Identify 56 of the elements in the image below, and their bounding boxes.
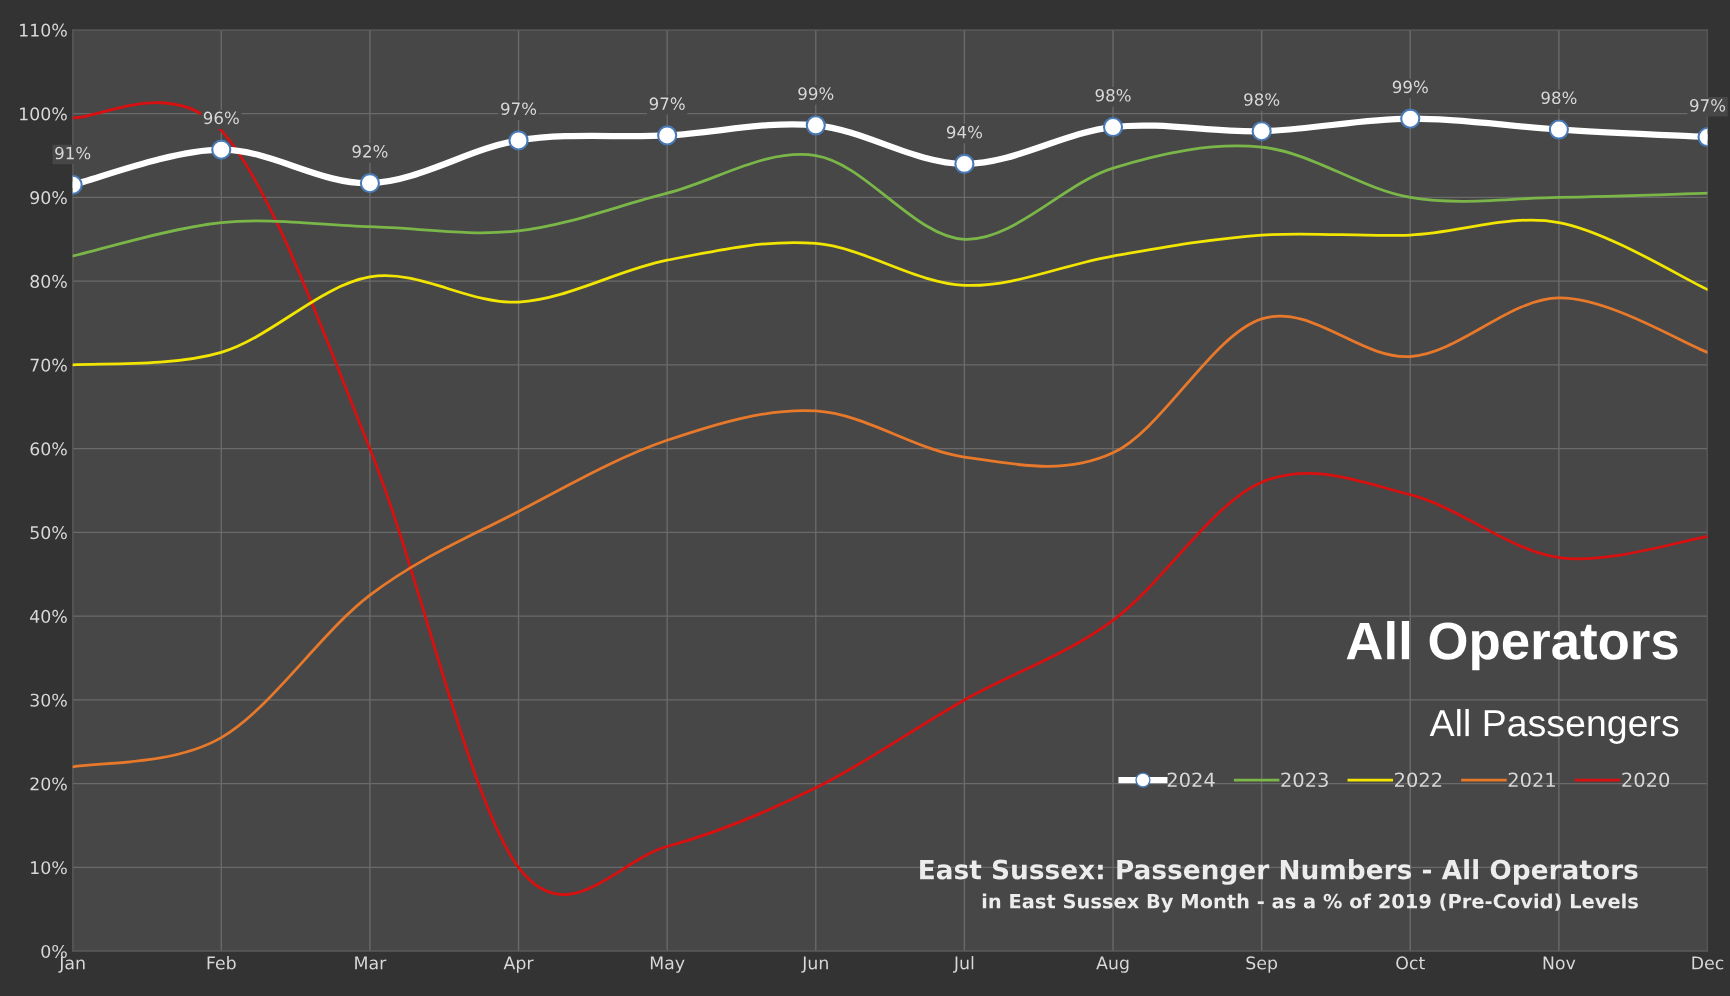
legend-label: 2023 bbox=[1281, 772, 1328, 788]
y-tick-label: 90% bbox=[30, 191, 67, 205]
y-tick-label: 80% bbox=[30, 274, 67, 288]
legend-label: 2024 bbox=[1167, 772, 1215, 788]
data-label: 99% bbox=[798, 87, 834, 100]
point bbox=[657, 125, 678, 146]
x-tick-label: May bbox=[650, 956, 685, 973]
y-tick-label: 100% bbox=[20, 107, 67, 121]
point bbox=[359, 173, 380, 194]
y-tick-label: 70% bbox=[30, 358, 67, 372]
y-tick-label: 40% bbox=[30, 609, 67, 623]
data-label: 97% bbox=[501, 102, 537, 115]
x-tick-label: Aug bbox=[1096, 956, 1129, 973]
y-tick-label: 50% bbox=[30, 526, 67, 540]
data-label: 94% bbox=[946, 125, 982, 139]
legend-label: 2020 bbox=[1622, 772, 1670, 788]
y-tick-label: 110% bbox=[20, 23, 67, 37]
annotation: East Sussex: Passenger Numbers - All Operators bbox=[920, 859, 1638, 885]
data-label: 91% bbox=[55, 146, 91, 160]
x-tick-label: Jan bbox=[58, 956, 85, 973]
y-tick-label: 0% bbox=[41, 944, 67, 959]
point bbox=[508, 130, 529, 151]
line-series bbox=[72, 296, 1708, 769]
data-label: 97% bbox=[1690, 99, 1726, 112]
data-label: 98% bbox=[1244, 93, 1280, 106]
x-tick-label: Sep bbox=[1246, 956, 1278, 973]
legend-label: 2021 bbox=[1508, 772, 1555, 788]
data-label: 92% bbox=[352, 145, 388, 158]
data-label: 98% bbox=[1541, 91, 1577, 105]
x-tick-label: Apr bbox=[503, 956, 534, 973]
point bbox=[1102, 116, 1124, 138]
point bbox=[1548, 119, 1569, 140]
y-tick-label: 60% bbox=[30, 442, 67, 456]
x-tick-label: Mar bbox=[355, 956, 387, 970]
y-tick-label: 20% bbox=[30, 777, 67, 791]
legend-label: 2022 bbox=[1395, 772, 1442, 788]
point bbox=[1400, 108, 1421, 129]
text: All Operators bbox=[1346, 620, 1678, 671]
annotation: in East Sussex By Month - as a % of 2019 (Pre-Covid) Levels bbox=[982, 893, 1638, 913]
y-tick-label: 30% bbox=[30, 693, 67, 707]
data-label: 99% bbox=[1392, 80, 1428, 94]
x-tick-label: Jul bbox=[953, 956, 974, 973]
text: All Passengers bbox=[1429, 708, 1679, 744]
x-tick-label: Feb bbox=[207, 956, 236, 970]
point bbox=[211, 139, 232, 160]
data-label: 96% bbox=[203, 111, 239, 125]
data-label: 98% bbox=[1095, 88, 1131, 102]
data-label: 97% bbox=[649, 97, 685, 110]
y-tick-label: 10% bbox=[31, 861, 67, 875]
x-tick-label: Jun bbox=[801, 956, 828, 973]
point bbox=[1251, 121, 1272, 142]
point bbox=[954, 153, 975, 174]
point bbox=[805, 115, 826, 136]
x-tick-label: Nov bbox=[1543, 956, 1576, 970]
x-tick-label: Dec bbox=[1692, 956, 1724, 970]
x-tick-label: Oct bbox=[1396, 956, 1425, 970]
